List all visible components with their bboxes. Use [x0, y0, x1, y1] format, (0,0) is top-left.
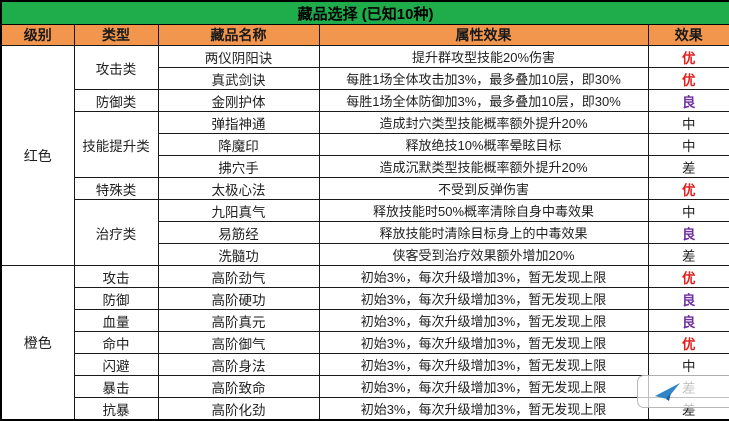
table-row: 防御类 金刚护体 每胜1场全体防御加3%，最多叠加10层，即30% 良	[1, 89, 729, 112]
effect-desc-cell: 造成封穴类型技能概率额外提升20%	[318, 111, 649, 134]
item-name-cell: 弹指神通	[157, 111, 320, 134]
title-row: 藏品选择 (已知10种)	[0, 0, 729, 25]
table-row: 闪避 高阶身法 初始3%，每次升级增加3%，暂无发现上限中	[1, 353, 729, 376]
rating-cell: 优	[647, 265, 729, 288]
item-name-cell: 高阶硬功	[157, 287, 320, 310]
type-cell: 血量	[73, 309, 159, 332]
table-row: 拂穴手 造成沉默类型技能概率额外提升20% 差	[1, 155, 729, 178]
table-title: 藏品选择 (已知10种)	[0, 0, 729, 25]
effect-desc-cell: 释放技能时清除目标身上的中毒效果	[318, 221, 649, 244]
col-header-name: 藏品名称	[157, 24, 320, 46]
rating-cell: 良	[647, 221, 729, 244]
item-name-cell: 高阶劲气	[157, 265, 320, 288]
col-header-level: 级别	[0, 24, 75, 46]
table-row: 抗暴 高阶化劲 初始3%，每次升级增加3%，暂无发现上限差	[1, 397, 729, 421]
effect-desc-cell: 初始3%，每次升级增加3%，暂无发现上限	[318, 397, 649, 421]
item-name-cell: 两仪阴阳诀	[157, 45, 320, 68]
effect-desc-cell: 释放绝技10%概率晕眩目标	[318, 133, 649, 156]
effect-desc-cell: 每胜1场全体防御加3%，最多叠加10层，即30%	[318, 89, 649, 112]
col-header-effect: 属性效果	[318, 24, 649, 46]
effect-desc-cell: 侠客受到治疗效果额外增加20%	[318, 243, 649, 266]
item-name-cell: 洗髓功	[157, 243, 320, 266]
effect-desc-cell: 初始3%，每次升级增加3%，暂无发现上限	[318, 309, 649, 332]
rating-cell: 中	[647, 353, 729, 376]
effect-desc-cell: 初始3%，每次升级增加3%，暂无发现上限	[318, 331, 649, 354]
table-row: 降魔印 释放绝技10%概率晕眩目标中	[1, 133, 729, 156]
paper-plane-icon	[655, 382, 680, 401]
table-row: 真武剑诀 每胜1场全体攻击加3%，最多叠加10层，即30% 优	[1, 67, 729, 90]
item-name-cell: 高阶化劲	[157, 397, 320, 421]
item-name-cell: 高阶致命	[157, 375, 320, 398]
effect-desc-cell: 初始3%，每次升级增加3%，暂无发现上限	[318, 353, 649, 376]
rating-cell: 优	[647, 331, 729, 354]
level-cell: 红色	[0, 45, 75, 266]
item-name-cell: 高阶御气	[157, 331, 320, 354]
type-cell: 技能提升类	[73, 111, 159, 178]
rating-cell: 良	[647, 287, 729, 310]
video-watermark	[637, 375, 729, 408]
header-row: 级别 类型 藏品名称 属性效果 效果	[0, 24, 729, 46]
item-name-cell: 太极心法	[157, 177, 320, 200]
effect-desc-cell: 造成沉默类型技能概率额外提升20%	[318, 155, 649, 178]
effect-desc-cell: 每胜1场全体攻击加3%，最多叠加10层，即30%	[318, 67, 649, 90]
rating-cell: 优	[647, 67, 729, 90]
table-row: 橙色 攻击 高阶劲气 初始3%，每次升级增加3%，暂无发现上限优	[0, 265, 729, 421]
table-row: 红色 攻击类 两仪阴阳诀 提升群攻型技能20%伤害优	[0, 45, 729, 266]
rating-cell: 差	[647, 155, 729, 178]
rating-cell: 中	[647, 199, 729, 222]
type-cell: 闪避	[73, 353, 159, 376]
rating-cell: 差	[647, 243, 729, 266]
item-name-cell: 高阶身法	[157, 353, 320, 376]
effect-desc-cell: 释放技能时50%概率清除自身中毒效果	[318, 199, 649, 222]
type-cell: 攻击类	[73, 45, 159, 90]
table-row: 血量 高阶真元 初始3%，每次升级增加3%，暂无发现上限良	[1, 309, 729, 332]
table-row: 易筋经 释放技能时清除目标身上的中毒效果良	[1, 221, 729, 244]
effect-desc-cell: 不受到反弹伤害	[318, 177, 649, 200]
item-name-cell: 高阶真元	[157, 309, 320, 332]
effect-desc-cell: 初始3%，每次升级增加3%，暂无发现上限	[318, 265, 649, 288]
table-row: 命中 高阶御气 初始3%，每次升级增加3%，暂无发现上限优	[1, 331, 729, 354]
col-header-type: 类型	[73, 24, 159, 46]
table-row: 防御 高阶硬功 初始3%，每次升级增加3%，暂无发现上限良	[1, 287, 729, 310]
item-name-cell: 金刚护体	[157, 89, 320, 112]
table-row: 特殊类 太极心法 不受到反弹伤害优	[1, 177, 729, 200]
table-row: 技能提升类 弹指神通 造成封穴类型技能概率额外提升20% 中	[1, 111, 729, 178]
item-name-cell: 九阳真气	[157, 199, 320, 222]
rating-cell: 中	[647, 133, 729, 156]
type-cell: 治疗类	[73, 199, 159, 266]
type-cell: 防御	[73, 287, 159, 310]
rating-cell: 优	[647, 177, 729, 200]
item-name-cell: 降魔印	[157, 133, 320, 156]
type-cell: 暴击	[73, 375, 159, 398]
effect-desc-cell: 提升群攻型技能20%伤害	[318, 45, 649, 68]
type-cell: 命中	[73, 331, 159, 354]
item-name-cell: 拂穴手	[157, 155, 320, 178]
type-cell: 特殊类	[73, 177, 159, 200]
rating-cell: 优	[647, 45, 729, 68]
col-header-rating: 效果	[647, 24, 729, 46]
type-cell: 抗暴	[73, 397, 159, 421]
table-row: 治疗类 九阳真气 释放技能时50%概率清除自身中毒效果中	[1, 199, 729, 266]
item-name-cell: 易筋经	[157, 221, 320, 244]
item-name-cell: 真武剑诀	[157, 67, 320, 90]
effect-desc-cell: 初始3%，每次升级增加3%，暂无发现上限	[318, 287, 649, 310]
rating-cell: 良	[647, 89, 729, 112]
level-cell: 橙色	[0, 265, 75, 421]
type-cell: 防御类	[73, 89, 159, 112]
type-cell: 攻击	[73, 265, 159, 288]
effect-desc-cell: 初始3%，每次升级增加3%，暂无发现上限	[318, 375, 649, 398]
rating-cell: 良	[647, 309, 729, 332]
rating-cell: 中	[647, 111, 729, 134]
